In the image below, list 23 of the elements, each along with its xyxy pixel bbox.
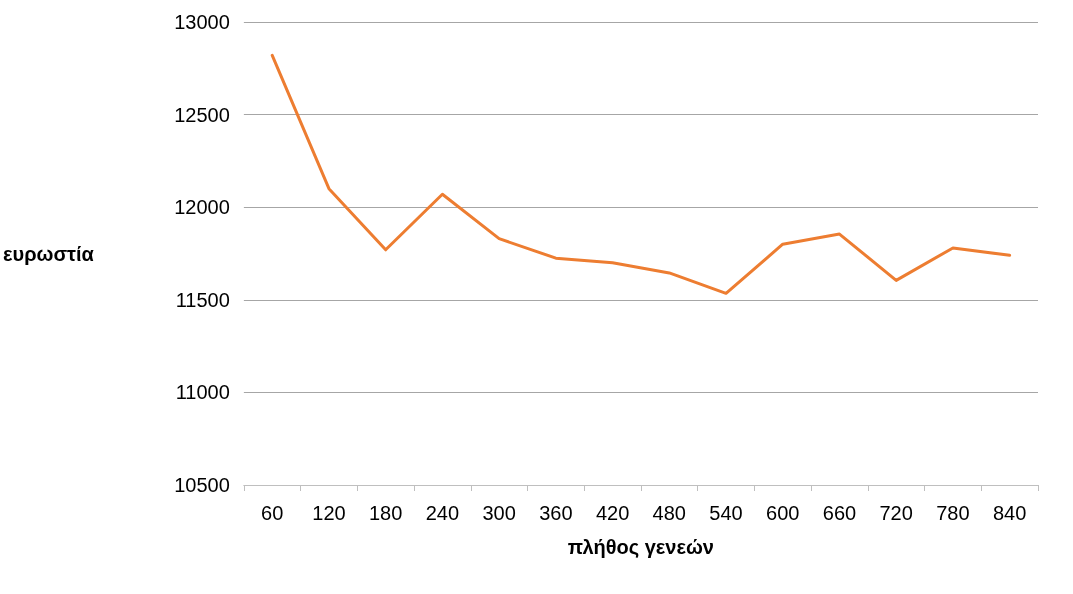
x-tick-label: 660: [822, 502, 857, 524]
x-tick-label: 300: [482, 502, 516, 524]
line-series: [270, 53, 1012, 295]
x-tick-label: 240: [425, 502, 460, 524]
y-tick-label: 11500: [175, 288, 230, 311]
y-tick-label: 12000: [174, 196, 230, 219]
y-tick-label: 11000: [175, 381, 230, 404]
x-tick-label: 780: [936, 502, 970, 524]
x-tick-label: 480: [652, 502, 686, 524]
y-axis-title: ευρωστία: [3, 242, 95, 265]
y-tick-label: 13000: [174, 11, 230, 33]
x-axis-title: πλήθος γενεών: [567, 536, 715, 558]
x-tick-label: 180: [368, 502, 403, 524]
x-tick-label: 120: [312, 502, 346, 524]
x-tick-label: 420: [595, 502, 630, 524]
y-tick-label: 12500: [174, 103, 230, 126]
x-tick-label: 540: [709, 502, 743, 524]
y-tick-label: 10500: [174, 474, 230, 496]
x-tick-label: 60: [261, 502, 284, 524]
x-tick-label: 360: [539, 502, 573, 524]
x-tick-label: 840: [992, 502, 1027, 524]
x-tick-label: 600: [766, 502, 800, 524]
x-tick-label: 720: [879, 502, 913, 524]
